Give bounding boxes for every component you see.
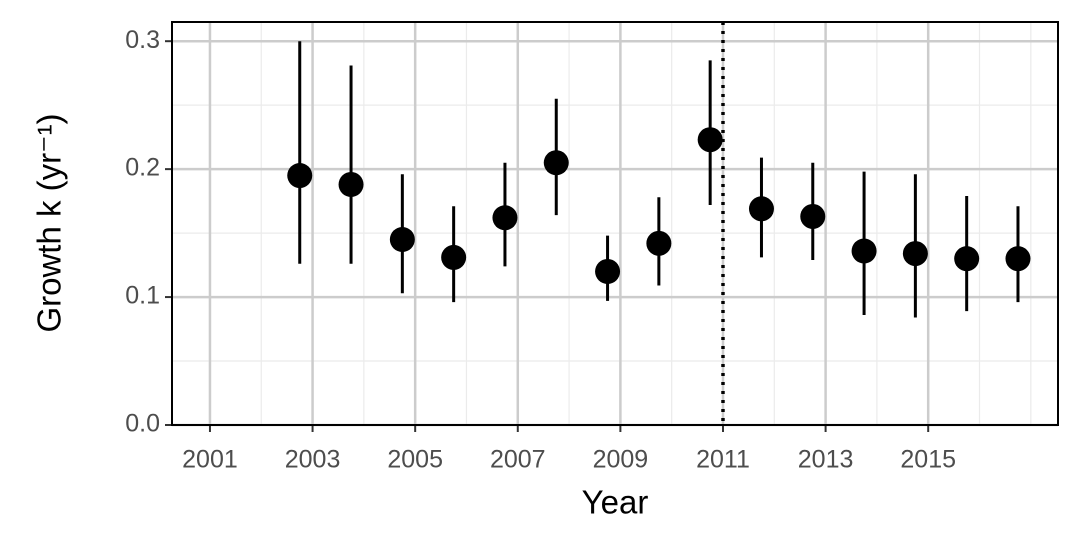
x-tick-label: 2005: [387, 446, 443, 474]
panel-border: [171, 21, 1059, 426]
point: [902, 241, 928, 267]
point: [1005, 246, 1031, 272]
point: [646, 230, 672, 256]
x-axis-title: Year: [582, 484, 649, 521]
y-tick-label: 0.1: [125, 282, 160, 310]
x-tick-label: 2015: [900, 446, 956, 474]
x-tick-label: 2003: [285, 446, 341, 474]
x-tick-label: 2001: [182, 446, 238, 474]
y-tick-label: 0.3: [125, 26, 160, 54]
point: [954, 246, 980, 272]
y-axis-title: Growth k (yr⁻¹): [31, 113, 68, 332]
point: [338, 171, 364, 197]
point: [287, 163, 313, 189]
x-tick-label: 2007: [490, 446, 546, 474]
point: [595, 258, 621, 284]
point: [748, 196, 774, 222]
x-tick-label: 2009: [593, 446, 649, 474]
point: [441, 244, 467, 270]
point: [800, 203, 826, 229]
point: [543, 150, 569, 176]
point: [492, 205, 518, 231]
point: [851, 238, 877, 264]
point: [389, 226, 415, 252]
y-tick-label: 0.0: [125, 410, 160, 438]
point: [697, 127, 723, 153]
x-tick-label: 2011: [696, 446, 750, 474]
x-tick-label: 2013: [798, 446, 854, 474]
y-tick-label: 0.2: [125, 154, 160, 182]
